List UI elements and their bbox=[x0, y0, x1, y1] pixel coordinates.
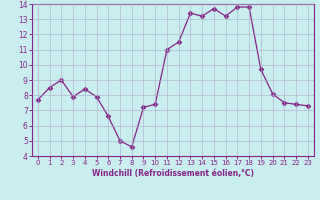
X-axis label: Windchill (Refroidissement éolien,°C): Windchill (Refroidissement éolien,°C) bbox=[92, 169, 254, 178]
